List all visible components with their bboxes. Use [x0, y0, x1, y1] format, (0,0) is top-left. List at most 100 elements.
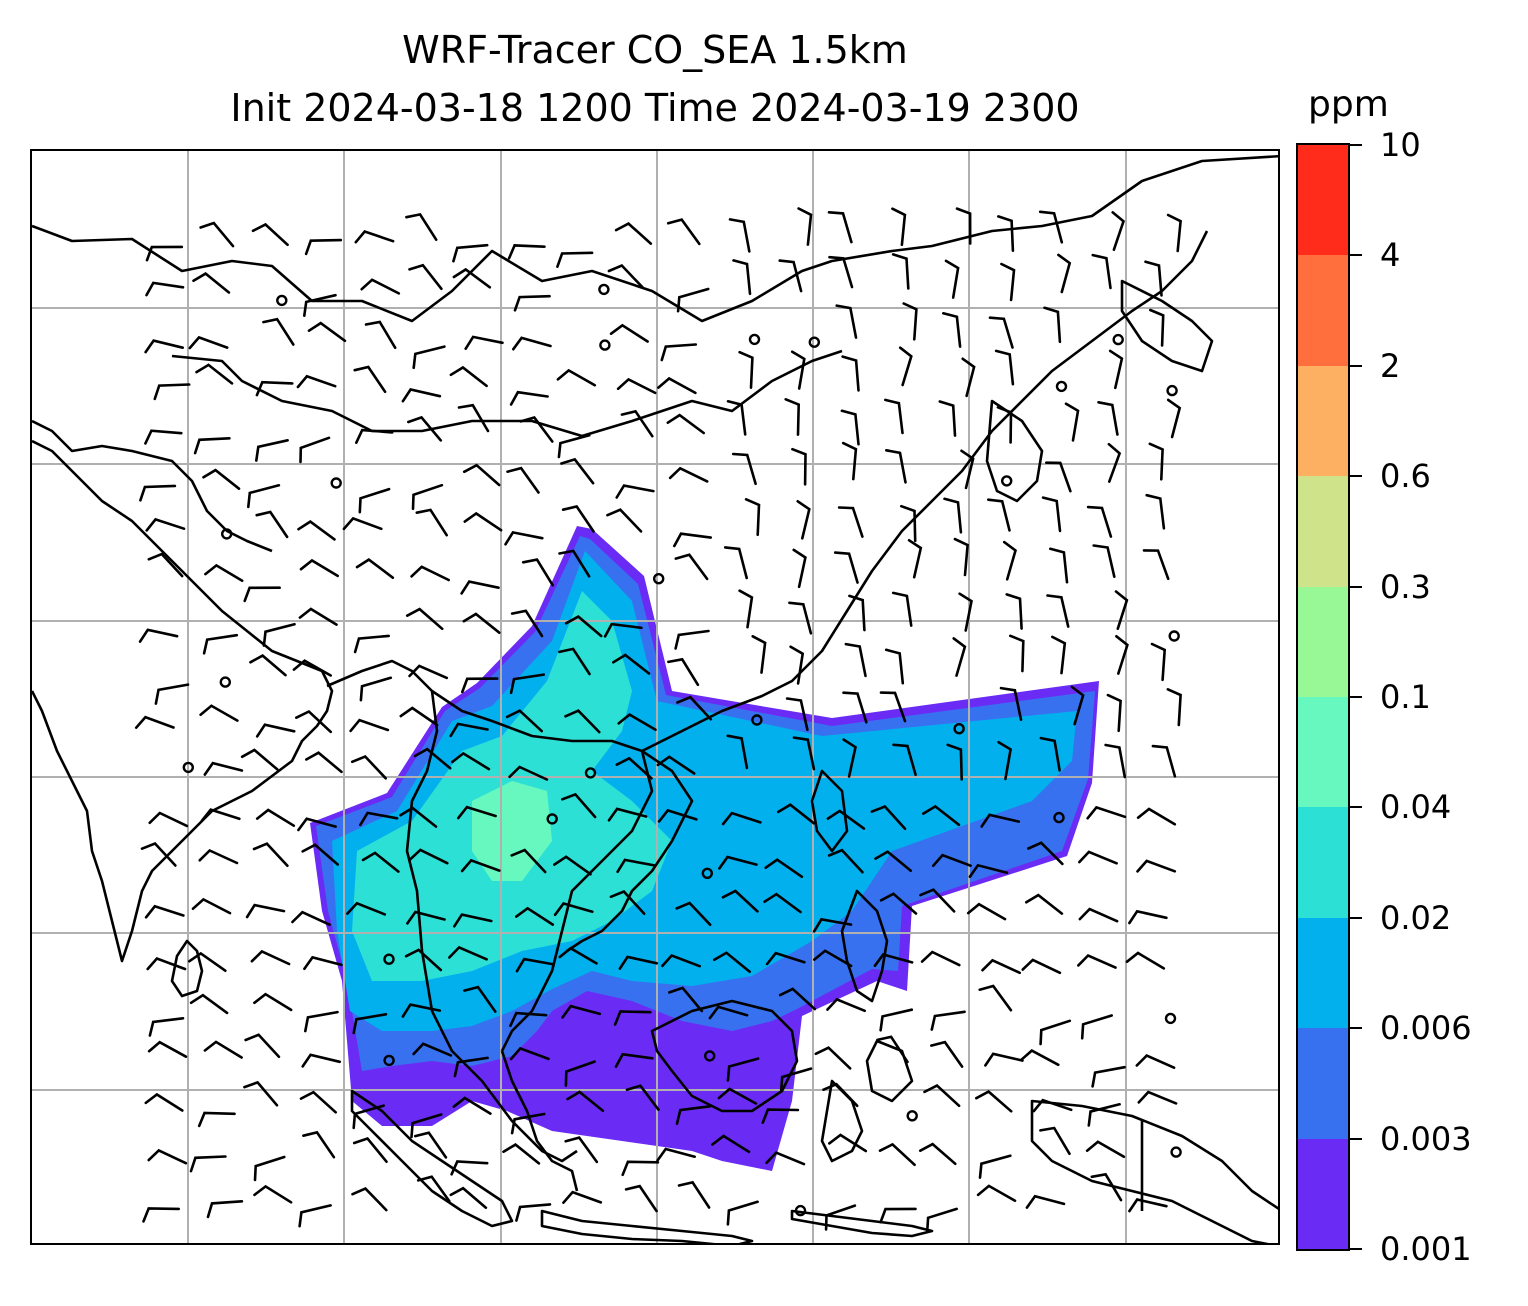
coastline-taiwan [810, 769, 849, 853]
wind-barb [405, 212, 438, 241]
wind-barb [415, 508, 448, 537]
wind-barb [203, 761, 244, 776]
wind-barb [564, 1060, 596, 1087]
wind-barb [304, 1010, 339, 1033]
wind-barb [361, 851, 400, 873]
wind-barbs [134, 207, 1182, 1234]
wind-barb [1086, 505, 1113, 538]
wind-barb [145, 281, 185, 297]
wind-barb [509, 1011, 548, 1028]
wind-barb [292, 659, 332, 677]
calm-wind-marker [1168, 630, 1180, 642]
wind-barb [943, 497, 963, 534]
wind-barb [355, 428, 394, 444]
wind-barb [502, 1143, 541, 1165]
wind-barb [560, 457, 595, 485]
wind-barb [412, 345, 446, 370]
wind-barb [842, 738, 857, 778]
wind-barb [358, 487, 391, 514]
wind-barb [1104, 743, 1127, 779]
wind-barb [879, 1207, 917, 1224]
colorbar-segment [1298, 696, 1348, 808]
wind-barb [450, 1160, 489, 1176]
wind-barb [879, 1008, 914, 1032]
calm-wind-marker [546, 813, 558, 825]
wind-barb [789, 645, 805, 685]
wind-barb [607, 263, 644, 289]
wind-barb [891, 253, 910, 290]
calm-wind-marker [748, 333, 761, 346]
wind-barb [352, 1013, 388, 1035]
wind-barb [738, 589, 754, 629]
wind-barb [407, 415, 443, 442]
wind-barb [134, 715, 175, 729]
colorbar-tick [1350, 1248, 1362, 1250]
wind-barb [463, 985, 497, 1013]
wind-barb [147, 552, 184, 578]
wind-barb [1166, 213, 1182, 253]
map-title-line1: WRF-Tracer CO_SEA 1.5km [402, 28, 908, 72]
wind-barb [204, 563, 244, 582]
wind-barb [515, 957, 555, 973]
wind-barb [676, 287, 710, 313]
wind-barb [145, 517, 186, 532]
map-panel [30, 149, 1280, 1245]
wind-barb [1064, 402, 1080, 442]
wind-barb [302, 1130, 336, 1159]
colorbar-tick [1350, 364, 1362, 367]
wind-barb [828, 1133, 868, 1153]
wind-barb [1148, 442, 1164, 481]
wind-barb [828, 255, 854, 289]
wind-barb [620, 409, 654, 438]
wind-barb [994, 349, 1015, 386]
calm-wind-marker [794, 1204, 807, 1217]
wind-barb [1091, 253, 1112, 290]
wind-barb [250, 949, 291, 966]
wind-barb [304, 238, 343, 256]
wind-barb [464, 335, 504, 350]
wind-barb [618, 955, 659, 970]
wind-barb [891, 207, 907, 247]
wind-barb [1106, 693, 1122, 733]
wind-barb [411, 483, 444, 511]
wind-barb [978, 984, 1013, 1012]
wind-barb [139, 484, 177, 502]
wind-barb [660, 343, 698, 362]
wind-barb [462, 612, 501, 634]
wind-barb [303, 955, 343, 971]
wind-barb [299, 558, 339, 578]
wind-barb [842, 691, 868, 724]
wind-barb [255, 808, 296, 827]
wind-barb [449, 722, 489, 738]
colorbar-tick [1350, 1137, 1362, 1140]
wind-barb [513, 294, 551, 312]
calm-wind-marker [599, 339, 611, 351]
wind-barb [930, 1040, 964, 1068]
wind-barb [980, 813, 1021, 828]
wind-barb [879, 691, 907, 723]
coastline-china-south [641, 230, 1209, 753]
wind-barb [1087, 1103, 1121, 1127]
colorbar-tick-label: 0.006 [1380, 1009, 1472, 1048]
wind-barb [461, 677, 499, 694]
wind-barb [726, 400, 747, 436]
calm-wind-marker [704, 1050, 716, 1062]
coastline-india [32, 439, 334, 963]
wind-barb [192, 272, 231, 294]
wind-barb [997, 740, 1013, 781]
calm-wind-marker [1166, 384, 1178, 397]
wind-barb [796, 500, 811, 540]
wind-barb [1000, 262, 1016, 302]
wind-barb [675, 901, 712, 927]
wind-barb [342, 516, 383, 531]
wind-barb [870, 804, 907, 831]
wind-barb [1085, 1140, 1126, 1159]
wind-barb [359, 676, 393, 702]
wind-barb [657, 808, 698, 823]
wind-barb [616, 858, 656, 874]
wind-barb [955, 207, 972, 245]
wind-barb [656, 755, 696, 775]
wind-barb [1111, 211, 1126, 251]
wind-barb [144, 429, 183, 445]
wind-barb [452, 267, 492, 289]
